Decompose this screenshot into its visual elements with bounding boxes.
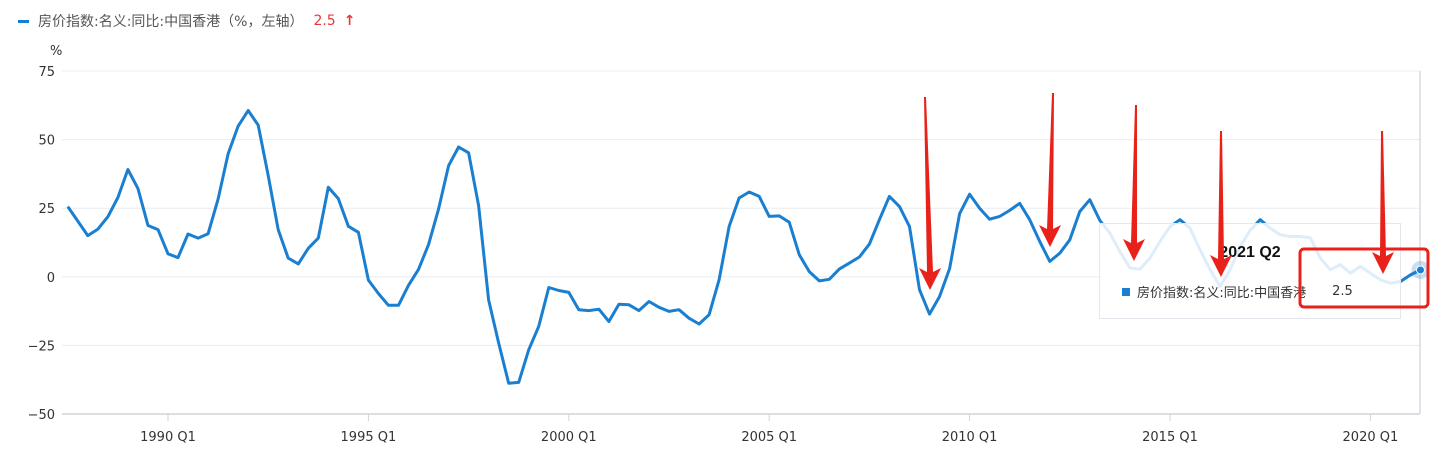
grid-lines bbox=[62, 70, 1420, 415]
y-tick-label: 0 bbox=[47, 271, 55, 286]
tooltip-value: 2.5 bbox=[1332, 284, 1353, 299]
legend-swatch bbox=[18, 19, 29, 23]
tooltip-series-name: 房价指数:名义:同比:中国香港 bbox=[1137, 286, 1307, 301]
tooltip-title: 2021 Q2 bbox=[1219, 244, 1281, 261]
legend-series-name: 房价指数:名义:同比:中国香港（%，左轴） bbox=[38, 14, 304, 30]
y-axis-unit-label: % bbox=[50, 44, 62, 59]
x-axis-ticks: 1990 Q1 1995 Q1 2000 Q1 2005 Q1 2010 Q1 2015 … bbox=[140, 414, 1398, 445]
tooltip-row: 房价指数:名义:同比:中国香港 2.5 bbox=[1122, 282, 1353, 301]
y-tick-label: 75 bbox=[38, 65, 55, 80]
x-tick-label: 2020 Q1 bbox=[1343, 430, 1399, 445]
x-tick-label: 2015 Q1 bbox=[1142, 430, 1198, 445]
y-axis-ticks: 75 50 25 0 −25 −50 bbox=[28, 65, 55, 423]
tooltip-series-marker bbox=[1122, 287, 1130, 296]
x-tick-label: 1995 Q1 bbox=[341, 430, 397, 445]
x-tick-label: 2000 Q1 bbox=[541, 430, 597, 445]
tooltip: 2021 Q2 房价指数:名义:同比:中国香港 2.5 bbox=[1099, 223, 1401, 319]
y-tick-label: −50 bbox=[28, 408, 55, 423]
legend-latest-value: 2.5 bbox=[313, 13, 336, 29]
y-tick-label: 50 bbox=[38, 134, 55, 149]
x-tick-label: 1990 Q1 bbox=[140, 430, 196, 445]
y-tick-label: −25 bbox=[28, 339, 55, 354]
arrow-up-icon: ↑ bbox=[343, 13, 356, 29]
chart-legend[interactable]: 房价指数:名义:同比:中国香港（%，左轴） 2.5 ↑ bbox=[18, 11, 355, 31]
x-tick-label: 2005 Q1 bbox=[741, 430, 797, 445]
y-tick-label: 25 bbox=[38, 202, 55, 217]
x-tick-label: 2010 Q1 bbox=[942, 430, 998, 445]
